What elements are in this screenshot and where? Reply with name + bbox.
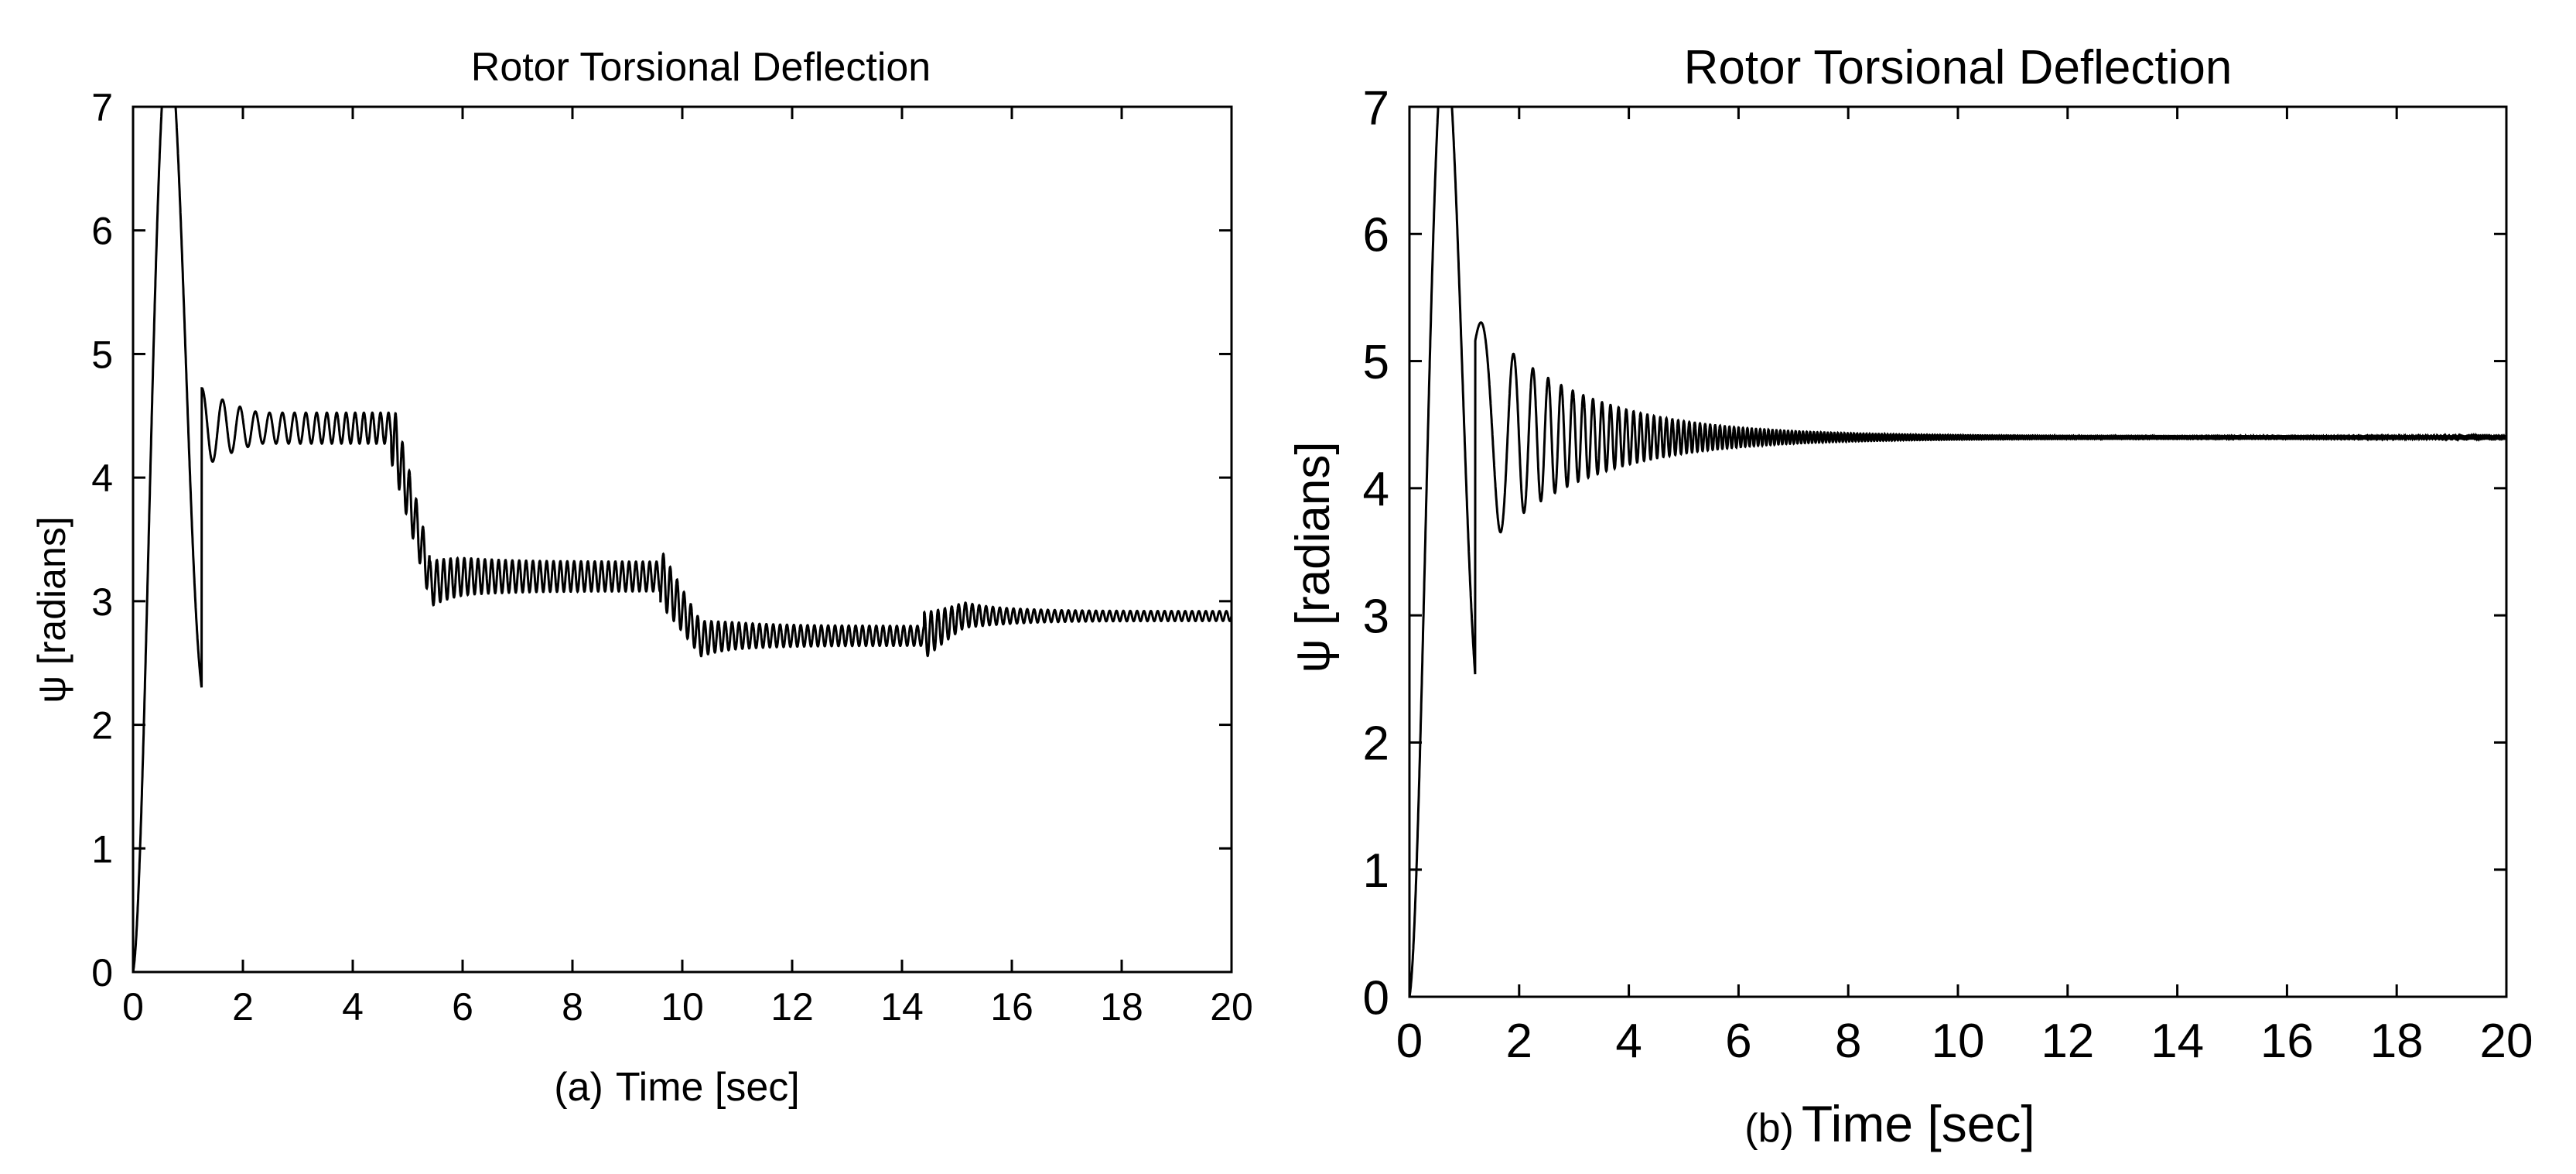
x-tick-label: 4 (342, 985, 364, 1029)
y-tick-label: 1 (91, 827, 113, 871)
x-axis-label: Time [sec] (1802, 1095, 2035, 1152)
y-tick-label: 5 (1363, 336, 1389, 389)
axes-frame (132, 105, 1233, 974)
x-tick-label: 14 (880, 985, 924, 1029)
y-tick-label: 3 (91, 580, 113, 624)
y-tick-label: 5 (91, 333, 113, 376)
x-tick-label: 10 (661, 985, 704, 1029)
axes-frame (1408, 105, 2508, 998)
x-tick-label: 2 (1506, 1015, 1532, 1068)
x-tick-label: 4 (1615, 1015, 1642, 1068)
y-tick-label: 7 (91, 86, 113, 129)
y-tick-labels: 0 1 2 3 4 5 6 7 (91, 86, 1232, 994)
data-line-psi (1408, 105, 2508, 998)
y-tick-label: 3 (1363, 590, 1389, 643)
chart-title: Rotor Torsional Deflection (1684, 41, 2233, 94)
x-tick-label: 8 (1835, 1015, 1861, 1068)
x-tick-label: 12 (2041, 1015, 2094, 1068)
x-tick-label: 20 (2480, 1015, 2533, 1068)
chart-title: Rotor Torsional Deflection (471, 45, 931, 90)
x-axis-label-group: (b) Time [sec] (1744, 1095, 2035, 1152)
y-tick-label: 4 (91, 457, 113, 500)
x-tick-labels: 0 2 4 6 8 10 12 14 16 18 20 (1396, 107, 2533, 1068)
x-tick-label: 6 (452, 985, 473, 1029)
x-tick-label: 2 (232, 985, 254, 1029)
y-axis-label: ψ [radians] (1286, 441, 1340, 673)
x-axis-label-group: (a) Time [sec] (554, 1065, 799, 1110)
x-tick-label: 8 (562, 985, 583, 1029)
x-tick-label: 16 (2260, 1015, 2314, 1068)
panel-tag: (a) (554, 1065, 603, 1110)
x-tick-label: 18 (1100, 985, 1143, 1029)
y-axis-label: ψ [radians] (30, 516, 73, 703)
panel-tag: (b) (1744, 1106, 1794, 1151)
x-tick-label: 0 (1396, 1015, 1423, 1068)
data-line-psi (132, 105, 1233, 973)
x-tick-label: 6 (1725, 1015, 1751, 1068)
y-tick-label: 2 (1363, 717, 1389, 771)
y-tick-label: 4 (1363, 463, 1389, 516)
x-tick-label: 20 (1210, 985, 1253, 1029)
y-tick-labels: 0 1 2 3 4 5 6 7 (1363, 81, 2506, 1025)
x-axis-label: Time [sec] (616, 1065, 800, 1110)
y-tick-label: 1 (1363, 844, 1389, 898)
y-tick-label: 0 (91, 951, 113, 994)
x-tick-label: 12 (770, 985, 814, 1029)
y-tick-label: 6 (1363, 209, 1389, 262)
y-tick-label: 6 (91, 210, 113, 253)
x-tick-labels: 0 2 4 6 8 10 12 14 16 18 20 (122, 107, 1253, 1029)
x-tick-label: 10 (1932, 1015, 1985, 1068)
x-tick-label: 0 (122, 985, 144, 1029)
x-tick-label: 18 (2370, 1015, 2424, 1068)
y-tick-label: 0 (1363, 971, 1389, 1025)
y-tick-label: 7 (1363, 81, 1389, 135)
y-tick-label: 2 (91, 704, 113, 748)
x-tick-label: 14 (2151, 1015, 2204, 1068)
x-tick-label: 16 (990, 985, 1033, 1029)
